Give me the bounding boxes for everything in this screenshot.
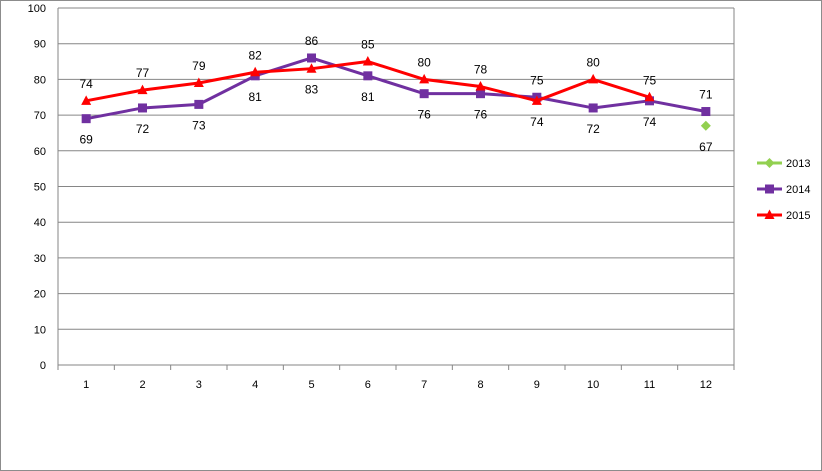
data-label-2015: 77 (136, 66, 150, 80)
y-tick-label: 20 (34, 289, 46, 301)
series-2014-point (363, 71, 373, 81)
y-tick-label: 100 (28, 3, 46, 15)
y-tick-label: 50 (34, 182, 46, 194)
y-tick-label: 60 (34, 146, 46, 158)
series-2015-point (644, 91, 655, 102)
data-label-2015: 82 (248, 48, 262, 62)
data-label-2015: 79 (192, 59, 206, 73)
x-tick-label: 7 (421, 379, 427, 391)
series-2015-point (193, 77, 204, 87)
y-tick-label: 0 (40, 360, 46, 372)
series-2014-point (476, 89, 485, 99)
series-2014-point (701, 107, 711, 117)
data-label-2015: 80 (586, 55, 600, 69)
y-tick-label: 70 (34, 110, 46, 122)
x-tick-label: 6 (365, 379, 371, 391)
data-label-2014: 72 (136, 122, 150, 136)
data-label-2015: 85 (361, 38, 375, 52)
x-tick-label: 1 (83, 379, 89, 391)
y-tick-label: 40 (34, 217, 46, 229)
x-tick-label: 3 (196, 379, 202, 391)
data-label-2015: 80 (417, 55, 431, 69)
x-tick-label: 12 (700, 379, 712, 391)
data-label-2014: 69 (79, 133, 93, 147)
data-label-2013: 67 (699, 140, 713, 154)
data-label-2015: 75 (643, 73, 657, 87)
x-tick-label: 11 (644, 379, 655, 391)
legend-2013-label: 2013 (786, 158, 810, 170)
x-tick-label: 10 (587, 379, 599, 391)
series-2014-point (419, 89, 429, 99)
series-2014-point (588, 103, 598, 113)
series-2014-line (85, 56, 707, 121)
data-label-2014: 74 (643, 115, 657, 129)
series-2014-point (307, 53, 316, 63)
data-label-2014: 76 (417, 108, 431, 122)
y-tick-label: 80 (34, 74, 46, 86)
series-2015-point (419, 73, 430, 84)
series-2015-point (362, 56, 373, 66)
legend-2015-label: 2015 (786, 210, 810, 222)
legend-2014-label: 2014 (786, 184, 810, 196)
data-label-2014: 71 (699, 88, 713, 102)
x-tick-label: 9 (534, 379, 540, 391)
series-2014-point (81, 114, 91, 124)
series-2015-point (137, 84, 148, 95)
series-2015-point (531, 95, 542, 105)
legend-2013-marker (764, 158, 775, 168)
series-2015-point (306, 63, 317, 73)
data-label-2015: 74 (79, 77, 93, 91)
data-label-2014: 73 (192, 118, 206, 132)
series-2015-point (588, 73, 599, 84)
y-tick-label: 90 (34, 39, 46, 51)
series-2015-point (81, 95, 92, 105)
data-label-2015: 83 (305, 83, 319, 97)
x-tick-label: 8 (477, 379, 483, 391)
series-2014-point (138, 103, 147, 113)
data-label-2014: 72 (586, 122, 600, 136)
x-tick-label: 2 (139, 379, 145, 391)
series-2015-point (475, 81, 486, 91)
data-label-2014: 81 (361, 90, 375, 104)
y-tick-label: 10 (34, 324, 46, 336)
series-2013-point (700, 120, 711, 131)
data-label-2015: 74 (530, 115, 544, 129)
legend-2014-marker (765, 184, 774, 194)
data-label-2014: 76 (474, 108, 488, 122)
x-tick-label: 4 (252, 379, 258, 391)
data-label-2014: 81 (248, 90, 262, 104)
data-label-2014: 86 (305, 34, 319, 48)
series-2014-point (194, 99, 204, 109)
legend-2015-marker (764, 209, 775, 219)
data-label-2015: 78 (474, 63, 488, 77)
x-tick-label: 5 (308, 379, 314, 391)
y-tick-label: 30 (34, 253, 46, 265)
series-2015-point (250, 66, 261, 77)
data-label-2014: 75 (530, 73, 544, 87)
